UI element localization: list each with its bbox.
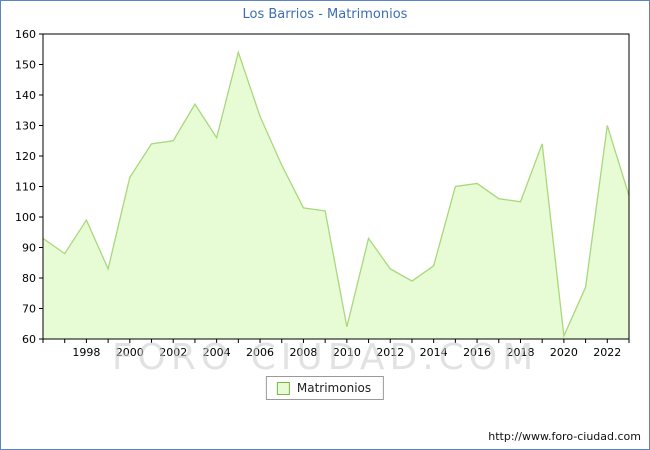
legend-label: Matrimonios (296, 381, 372, 395)
svg-text:2012: 2012 (376, 346, 404, 359)
chart-title: Los Barrios - Matrimonios (242, 7, 408, 22)
svg-text:2014: 2014 (420, 346, 448, 359)
svg-text:90: 90 (22, 242, 36, 255)
svg-text:2016: 2016 (463, 346, 491, 359)
svg-text:2000: 2000 (116, 346, 144, 359)
svg-text:110: 110 (15, 181, 36, 194)
svg-text:140: 140 (15, 89, 36, 102)
svg-text:2020: 2020 (550, 346, 578, 359)
svg-text:60: 60 (22, 333, 36, 346)
svg-text:2022: 2022 (593, 346, 621, 359)
svg-text:160: 160 (15, 28, 36, 41)
svg-text:2018: 2018 (506, 346, 534, 359)
svg-text:2002: 2002 (159, 346, 187, 359)
svg-text:1998: 1998 (72, 346, 100, 359)
svg-text:120: 120 (15, 150, 36, 163)
svg-text:2006: 2006 (246, 346, 274, 359)
chart-legend: Matrimonios (265, 376, 385, 400)
svg-text:100: 100 (15, 211, 36, 224)
svg-text:2004: 2004 (203, 346, 231, 359)
svg-text:2008: 2008 (289, 346, 317, 359)
svg-text:150: 150 (15, 59, 36, 72)
svg-text:130: 130 (15, 120, 36, 133)
legend-swatch-icon (276, 381, 290, 395)
svg-text:70: 70 (22, 303, 36, 316)
footer-url[interactable]: http://www.foro-ciudad.com (488, 430, 641, 443)
svg-text:2010: 2010 (333, 346, 361, 359)
svg-text:80: 80 (22, 272, 36, 285)
